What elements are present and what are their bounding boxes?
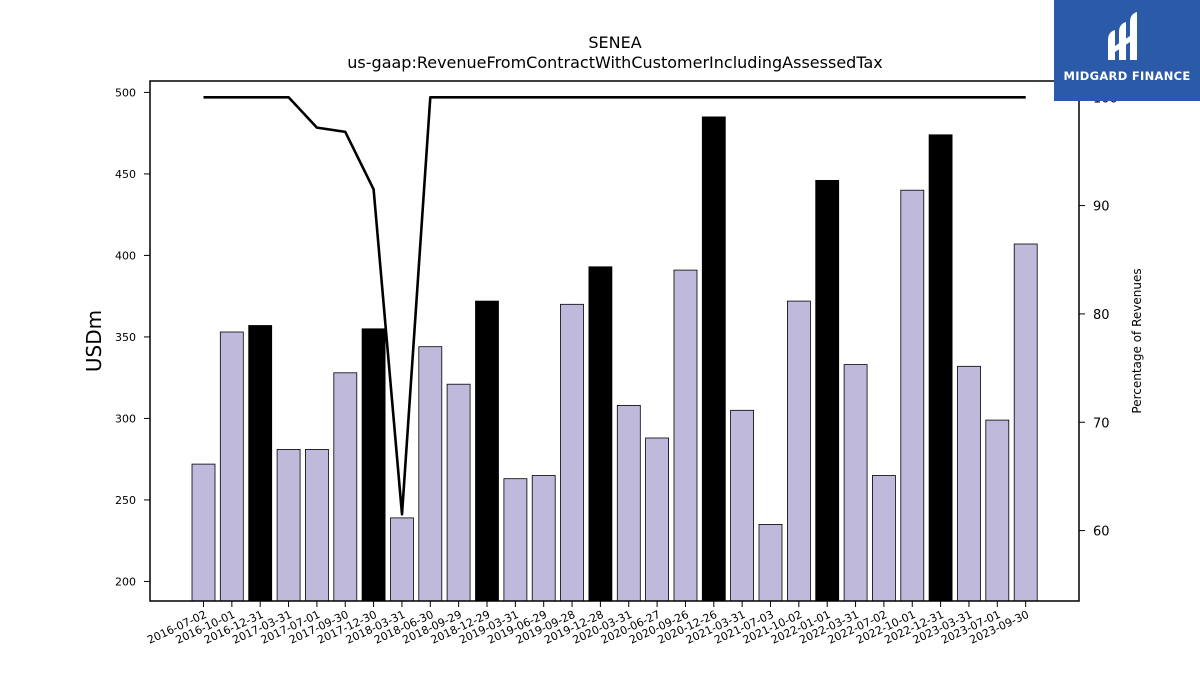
y-right-tick-label: 60 bbox=[1093, 525, 1110, 540]
chart-subtitle: us-gaap:RevenueFromContractWithCustomerI… bbox=[347, 53, 882, 72]
midgard-finance-logo: MIDGARD FINANCE bbox=[1054, 0, 1200, 101]
bar-2018-06-30 bbox=[418, 346, 443, 602]
y-right-tick-label: 80 bbox=[1093, 308, 1110, 323]
bar-2021-10-02 bbox=[787, 300, 811, 602]
y-right-tick-label: 90 bbox=[1093, 200, 1110, 215]
bar-2018-09-29 bbox=[446, 383, 471, 602]
bar-2020-06-27 bbox=[645, 437, 669, 602]
bar-2016-07-02 bbox=[191, 463, 216, 602]
bar-2023-07-01 bbox=[985, 419, 1010, 602]
percentage-line bbox=[203, 96, 1026, 516]
bar-2016-10-01 bbox=[219, 331, 244, 602]
plot-frame bbox=[149, 80, 1080, 602]
bar-2019-03-31 bbox=[503, 478, 528, 602]
x-axis: 2016-07-022016-10-012016-12-312017-03-31… bbox=[145, 601, 1031, 647]
y-tick-label: 250 bbox=[115, 494, 136, 507]
bar-2017-12-30 bbox=[361, 328, 386, 602]
bar-2017-07-01 bbox=[304, 448, 329, 602]
bar-2017-03-31 bbox=[276, 448, 301, 602]
bar-2017-09-30 bbox=[333, 372, 358, 602]
bar-2022-07-02 bbox=[872, 475, 896, 602]
line-layer bbox=[203, 96, 1026, 516]
bar-2018-03-31 bbox=[390, 517, 414, 602]
bar-2020-03-31 bbox=[616, 404, 641, 602]
bar-2019-06-29 bbox=[531, 475, 556, 602]
y-axis-right: 60708090100 bbox=[1079, 91, 1118, 540]
bar-2019-09-28 bbox=[560, 303, 584, 602]
y-tick-label: 200 bbox=[115, 575, 136, 588]
logo-text: MIDGARD FINANCE bbox=[1063, 69, 1191, 83]
bar-2019-12-28 bbox=[588, 266, 613, 602]
y-tick-label: 400 bbox=[115, 249, 136, 262]
bar-2022-10-01 bbox=[900, 189, 925, 602]
bar-2023-09-30 bbox=[1013, 243, 1038, 602]
y-tick-label: 350 bbox=[115, 331, 136, 344]
bar-2021-03-31 bbox=[730, 409, 754, 602]
bar-2016-12-31 bbox=[248, 325, 273, 602]
bar-2021-07-03 bbox=[758, 524, 783, 602]
bar-2022-03-31 bbox=[843, 364, 868, 602]
bar-2023-03-31 bbox=[957, 365, 981, 602]
y-tick-label: 300 bbox=[115, 412, 136, 425]
y-axis-left: 200 250 300 350 400 450 500 bbox=[115, 86, 150, 588]
logo-mark-icon bbox=[1108, 12, 1137, 60]
y-axis-label: USDm bbox=[82, 310, 106, 372]
bar-2018-12-29 bbox=[475, 300, 499, 602]
bars-layer bbox=[191, 116, 1038, 602]
y-axis-right-label: Percentage of Revenues bbox=[1130, 268, 1144, 413]
bar-2022-12-31 bbox=[928, 134, 953, 602]
bar-2020-12-26 bbox=[701, 116, 726, 602]
bar-2022-01-01 bbox=[815, 179, 840, 602]
y-tick-label: 450 bbox=[115, 168, 136, 181]
y-right-tick-label: 70 bbox=[1093, 416, 1110, 431]
chart-title: SENEA bbox=[588, 33, 641, 52]
y-tick-label: 500 bbox=[115, 86, 136, 99]
bar-2020-09-26 bbox=[673, 269, 698, 602]
